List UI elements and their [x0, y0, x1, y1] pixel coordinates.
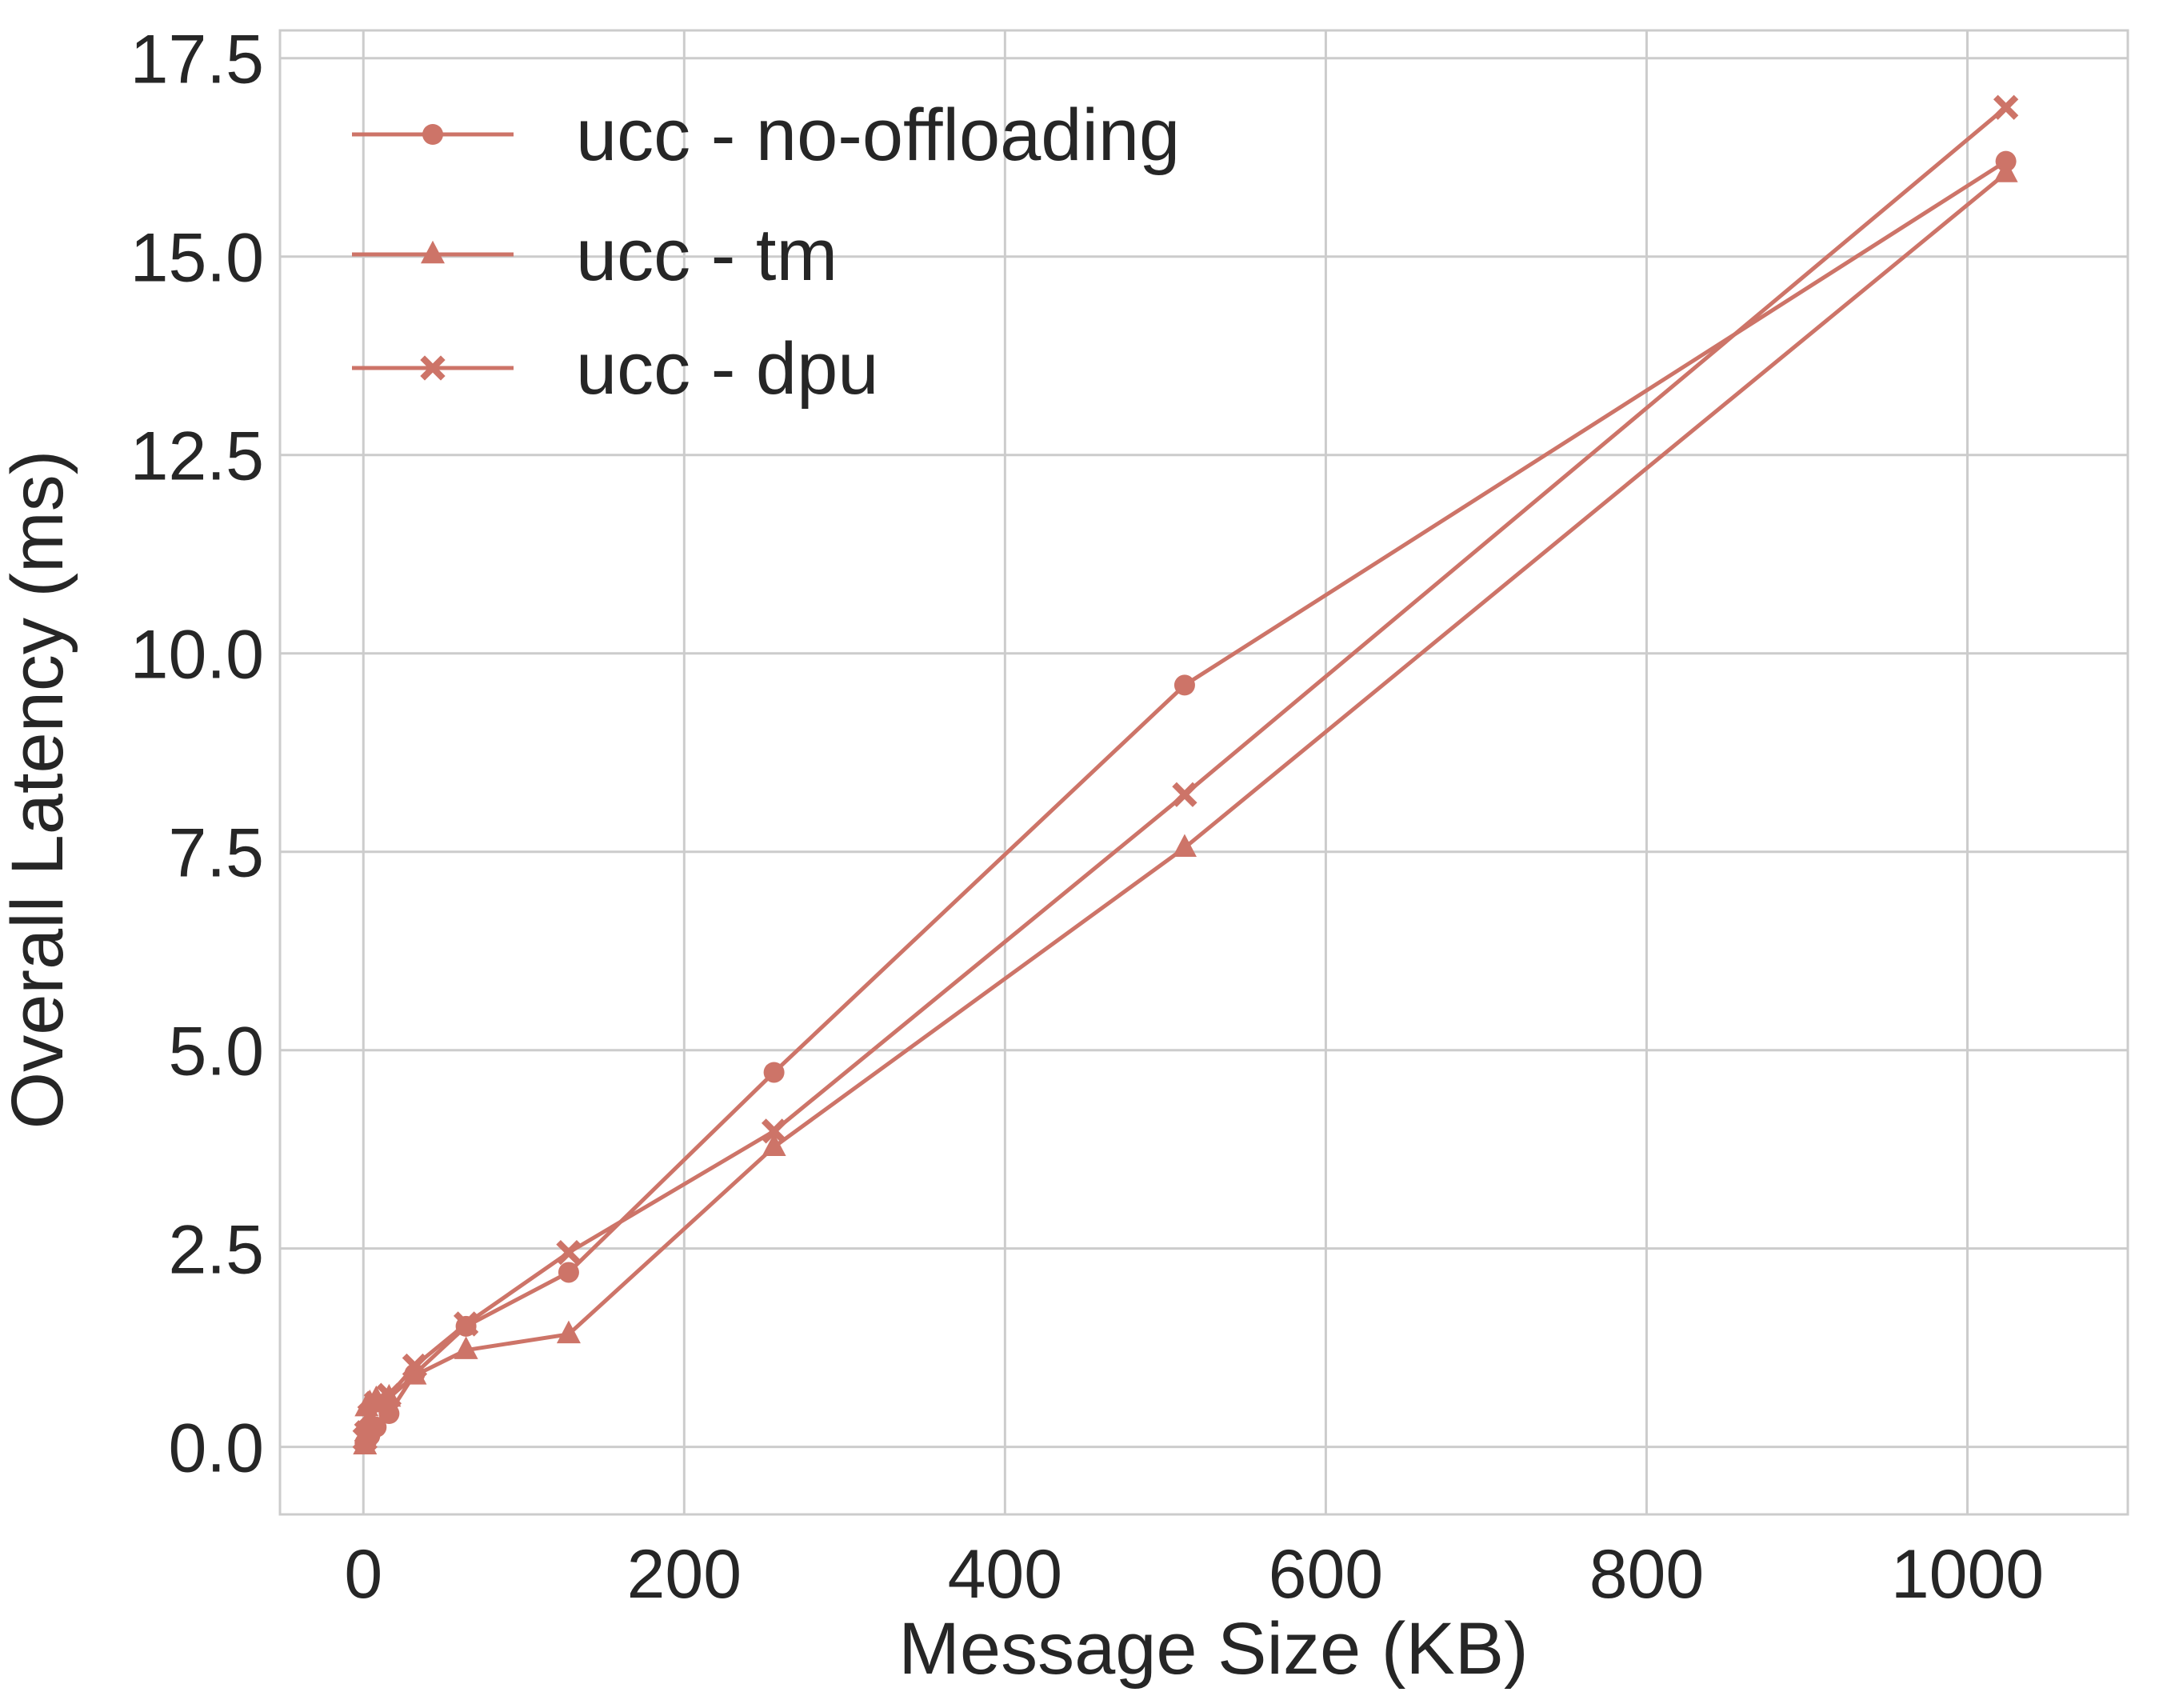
data-point — [354, 1420, 379, 1446]
y-tick-label: 5.0 — [168, 1014, 264, 1090]
legend-label: ucc - tm — [576, 214, 838, 296]
series-group — [352, 94, 2019, 1454]
data-point — [363, 1390, 389, 1416]
data-point — [454, 1336, 478, 1359]
data-point — [1173, 674, 1195, 696]
data-point — [761, 1118, 787, 1144]
x-axis-label: Message Size (KB) — [898, 1608, 1528, 1690]
data-point — [556, 1239, 582, 1266]
x-tick-labels: 0 200 400 600 800 1000 — [344, 1536, 2044, 1613]
series-x — [352, 94, 2019, 1452]
plot-border — [278, 29, 2129, 1516]
data-point — [558, 1262, 579, 1283]
x-tick-label: 800 — [1589, 1536, 1705, 1613]
data-point — [376, 1382, 402, 1408]
data-point — [556, 1320, 581, 1344]
data-point — [1993, 159, 2018, 182]
data-point — [1172, 834, 1197, 857]
data-point — [402, 1353, 428, 1379]
x-tick-label: 600 — [1269, 1536, 1384, 1613]
legend-entry: ucc - tm — [352, 214, 838, 296]
y-tick-label: 7.5 — [168, 815, 264, 892]
y-tick-label: 10.0 — [130, 617, 264, 694]
data-point — [762, 1133, 786, 1156]
legend-label: ucc - dpu — [576, 328, 878, 410]
data-point — [763, 1062, 785, 1083]
plot-frame — [278, 29, 2129, 1516]
legend-label: ucc - no-offloading — [576, 94, 1180, 176]
data-point — [422, 124, 443, 145]
series-line — [362, 105, 2009, 1442]
grid-lines — [280, 30, 2128, 1514]
legend-entry: ucc - no-offloading — [352, 94, 1180, 176]
data-point — [1172, 782, 1197, 807]
y-axis-label: Overall Latency (ms) — [0, 450, 78, 1130]
data-point — [453, 1311, 479, 1337]
x-tick-label: 200 — [627, 1536, 742, 1613]
data-point — [402, 1362, 427, 1385]
legend: ucc - no-offloading ucc - tm ucc - dpu — [352, 94, 1180, 410]
x-tick-label: 0 — [344, 1536, 382, 1613]
y-tick-label: 2.5 — [168, 1212, 264, 1289]
y-tick-label: 17.5 — [130, 22, 264, 98]
y-tick-label: 0.0 — [168, 1410, 264, 1487]
y-tick-label: 12.5 — [130, 418, 264, 495]
y-tick-labels: 0.0 2.5 5.0 7.5 10.0 12.5 15.0 17.5 — [130, 22, 264, 1487]
data-point — [357, 1402, 382, 1428]
data-point — [1993, 94, 2019, 120]
data-point — [421, 240, 445, 264]
legend-entry: ucc - dpu — [352, 328, 878, 410]
y-tick-label: 15.0 — [130, 220, 264, 297]
data-point — [420, 355, 446, 381]
x-tick-label: 400 — [948, 1536, 1063, 1613]
x-tick-label: 1000 — [1891, 1536, 2044, 1613]
